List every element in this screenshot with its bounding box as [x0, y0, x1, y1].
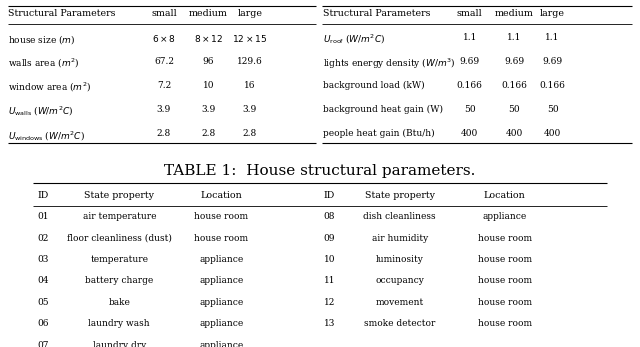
Text: background heat gain (W): background heat gain (W)	[323, 105, 443, 114]
Text: occupancy: occupancy	[375, 277, 424, 286]
Text: 10: 10	[324, 255, 335, 264]
Text: $6 \times 8$: $6 \times 8$	[152, 33, 176, 44]
Text: State property: State property	[84, 191, 154, 200]
Text: 50: 50	[464, 105, 476, 114]
Text: 2.8: 2.8	[157, 129, 171, 138]
Text: large: large	[237, 9, 262, 18]
Text: appliance: appliance	[483, 212, 527, 221]
Text: appliance: appliance	[199, 319, 243, 328]
Text: 67.2: 67.2	[154, 57, 174, 66]
Text: medium: medium	[189, 9, 228, 18]
Text: 04: 04	[37, 277, 49, 286]
Text: lights energy density ($W/m^3$): lights energy density ($W/m^3$)	[323, 57, 456, 71]
Text: 01: 01	[37, 212, 49, 221]
Text: walls area ($m^2$): walls area ($m^2$)	[8, 57, 79, 70]
Text: 9.69: 9.69	[543, 57, 563, 66]
Text: house room: house room	[477, 277, 532, 286]
Text: battery charge: battery charge	[85, 277, 154, 286]
Text: $12 \times 15$: $12 \times 15$	[232, 33, 268, 44]
Text: medium: medium	[495, 9, 534, 18]
Text: 400: 400	[506, 129, 523, 138]
Text: ID: ID	[37, 191, 49, 200]
Text: Structural Parameters: Structural Parameters	[8, 9, 115, 18]
Text: 400: 400	[461, 129, 478, 138]
Text: 0.166: 0.166	[457, 81, 483, 90]
Text: 1.1: 1.1	[463, 33, 477, 42]
Text: small: small	[151, 9, 177, 18]
Text: movement: movement	[376, 298, 424, 307]
Text: State property: State property	[365, 191, 435, 200]
Text: 13: 13	[324, 319, 335, 328]
Text: 7.2: 7.2	[157, 81, 171, 90]
Text: 07: 07	[37, 341, 49, 347]
Text: $8 \times 12$: $8 \times 12$	[194, 33, 223, 44]
Text: large: large	[540, 9, 565, 18]
Text: window area ($m^2$): window area ($m^2$)	[8, 81, 91, 94]
Text: appliance: appliance	[199, 341, 243, 347]
Text: $U_\mathrm{walls}$ ($W/m^2C$): $U_\mathrm{walls}$ ($W/m^2C$)	[8, 105, 73, 118]
Text: 08: 08	[324, 212, 335, 221]
Text: appliance: appliance	[199, 255, 243, 264]
Text: appliance: appliance	[199, 298, 243, 307]
Text: 2.8: 2.8	[243, 129, 257, 138]
Text: house room: house room	[194, 212, 248, 221]
Text: house room: house room	[477, 298, 532, 307]
Text: 96: 96	[203, 57, 214, 66]
Text: dish cleanliness: dish cleanliness	[364, 212, 436, 221]
Text: $U_\mathrm{windows}$ ($W/m^2C$): $U_\mathrm{windows}$ ($W/m^2C$)	[8, 129, 84, 143]
Text: 50: 50	[547, 105, 558, 114]
Text: 9.69: 9.69	[460, 57, 480, 66]
Text: 05: 05	[37, 298, 49, 307]
Text: laundry dry: laundry dry	[93, 341, 146, 347]
Text: laundry wash: laundry wash	[88, 319, 150, 328]
Text: 06: 06	[37, 319, 49, 328]
Text: TABLE 1:  House structural parameters.: TABLE 1: House structural parameters.	[164, 164, 476, 178]
Text: 02: 02	[37, 234, 49, 243]
Text: 0.166: 0.166	[540, 81, 566, 90]
Text: bake: bake	[108, 298, 130, 307]
Text: 9.69: 9.69	[504, 57, 524, 66]
Text: house room: house room	[477, 319, 532, 328]
Text: air temperature: air temperature	[83, 212, 156, 221]
Text: 50: 50	[509, 105, 520, 114]
Text: 129.6: 129.6	[237, 57, 263, 66]
Text: luminosity: luminosity	[376, 255, 424, 264]
Text: 3.9: 3.9	[243, 105, 257, 114]
Text: 16: 16	[244, 81, 255, 90]
Text: 10: 10	[203, 81, 214, 90]
Text: 1.1: 1.1	[545, 33, 560, 42]
Text: 2.8: 2.8	[202, 129, 216, 138]
Text: appliance: appliance	[199, 277, 243, 286]
Text: house room: house room	[477, 234, 532, 243]
Text: 09: 09	[324, 234, 335, 243]
Text: 11: 11	[324, 277, 335, 286]
Text: ID: ID	[324, 191, 335, 200]
Text: 1.1: 1.1	[507, 33, 522, 42]
Text: 400: 400	[544, 129, 561, 138]
Text: temperature: temperature	[90, 255, 148, 264]
Text: floor cleanliness (dust): floor cleanliness (dust)	[67, 234, 172, 243]
Text: house size ($m$): house size ($m$)	[8, 33, 75, 46]
Text: background load (kW): background load (kW)	[323, 81, 425, 90]
Text: Location: Location	[484, 191, 525, 200]
Text: house room: house room	[477, 255, 532, 264]
Text: air humidity: air humidity	[372, 234, 428, 243]
Text: small: small	[457, 9, 483, 18]
Text: 03: 03	[37, 255, 49, 264]
Text: $U_\mathrm{roof}$ ($W/m^2C$): $U_\mathrm{roof}$ ($W/m^2C$)	[323, 33, 385, 46]
Text: 0.166: 0.166	[501, 81, 527, 90]
Text: people heat gain (Btu/h): people heat gain (Btu/h)	[323, 129, 435, 138]
Text: Structural Parameters: Structural Parameters	[323, 9, 431, 18]
Text: smoke detector: smoke detector	[364, 319, 435, 328]
Text: house room: house room	[194, 234, 248, 243]
Text: Location: Location	[200, 191, 242, 200]
Text: 3.9: 3.9	[157, 105, 171, 114]
Text: 12: 12	[324, 298, 335, 307]
Text: 3.9: 3.9	[202, 105, 216, 114]
